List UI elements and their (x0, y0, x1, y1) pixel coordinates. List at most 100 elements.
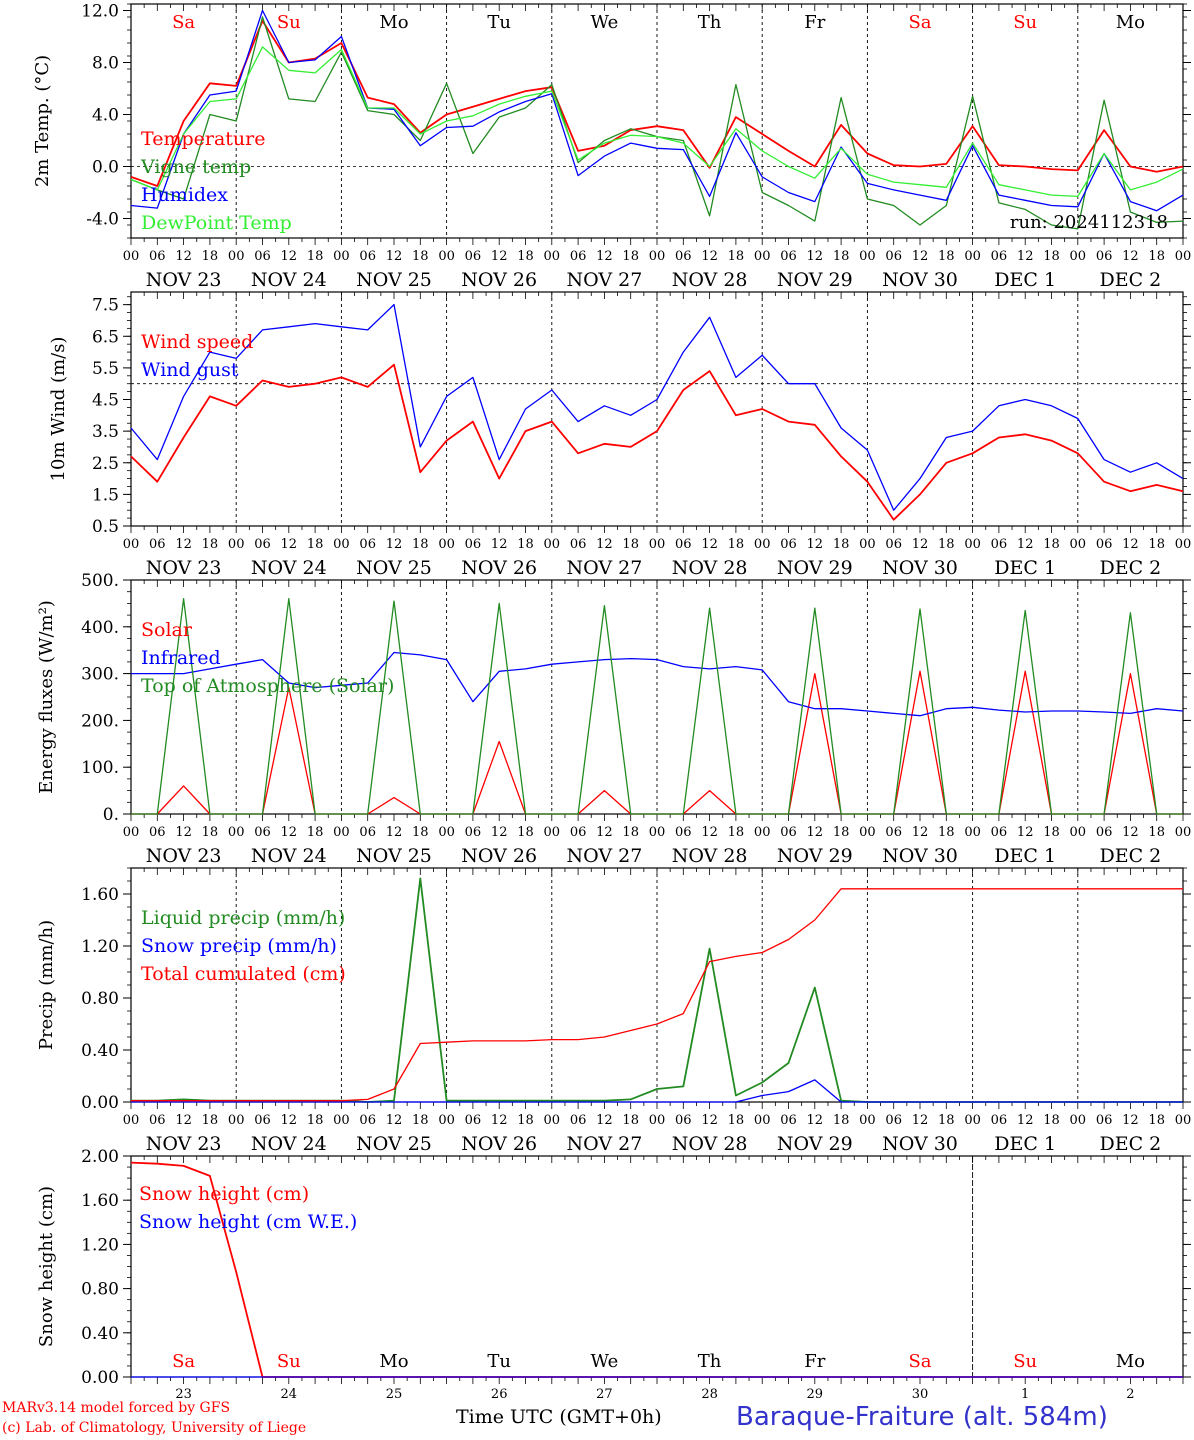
y-axis-label: Precip (mm/h) (36, 920, 57, 1050)
series-line-snow-precip-mm-h- (131, 1079, 1183, 1103)
date-label: NOV 27 (566, 845, 642, 867)
series-line-total-cumulated-cm- (131, 888, 1183, 1102)
day-number-label: 28 (701, 1387, 718, 1402)
y-axis-label: 10m Wind (m/s) (48, 337, 69, 482)
hour-tick-label: 18 (1043, 1113, 1060, 1128)
hour-tick-label: 00 (333, 1113, 350, 1128)
hour-tick-label: 00 (438, 1113, 455, 1128)
run-annotation: run: 2024112318 (1010, 212, 1168, 233)
date-label: NOV 24 (251, 269, 327, 291)
hour-tick-label: 06 (675, 249, 692, 264)
y-tick-label: 500. (81, 571, 119, 591)
hour-tick-label: 12 (281, 537, 298, 552)
hour-tick-label: 06 (780, 249, 797, 264)
date-label: NOV 23 (146, 845, 222, 867)
hour-tick-label: 06 (991, 537, 1008, 552)
hour-tick-label: 06 (465, 249, 482, 264)
hour-tick-label: 12 (596, 825, 613, 840)
date-label: NOV 28 (672, 1133, 748, 1155)
date-label: NOV 30 (882, 845, 958, 867)
legend-entry: Snow precip (mm/h) (141, 935, 337, 957)
hour-tick-label: 18 (202, 825, 219, 840)
y-tick-label: 1.60 (81, 1191, 119, 1211)
y-tick-label: 12.0 (81, 2, 119, 22)
day-abbr-label: Su (1013, 12, 1037, 33)
hour-tick-label: 12 (386, 249, 403, 264)
hour-tick-label: 18 (1148, 249, 1165, 264)
hour-tick-label: 18 (622, 1113, 639, 1128)
legend-entry: DewPoint Temp (141, 212, 292, 234)
date-label: NOV 28 (672, 269, 748, 291)
hour-tick-label: 12 (1017, 249, 1034, 264)
hour-tick-label: 18 (202, 537, 219, 552)
day-abbr-label: Su (277, 12, 301, 33)
hour-tick-label: 06 (570, 1113, 587, 1128)
y-tick-label: 0.40 (81, 1041, 119, 1061)
hour-tick-label: 18 (622, 537, 639, 552)
hour-tick-label: 12 (175, 249, 192, 264)
hour-tick-label: 18 (833, 249, 850, 264)
hour-tick-label: 06 (149, 825, 166, 840)
hour-tick-label: 12 (281, 1113, 298, 1128)
footer-copyright-line: (c) Lab. of Climatology, University of L… (2, 1420, 307, 1436)
y-tick-label: 1.20 (81, 937, 119, 957)
hour-tick-label: 06 (885, 537, 902, 552)
day-number-label: 30 (912, 1387, 929, 1402)
hour-tick-label: 06 (570, 537, 587, 552)
y-tick-label: 7.5 (92, 296, 119, 316)
hour-tick-label: 00 (1175, 825, 1192, 840)
date-label: NOV 29 (777, 845, 853, 867)
hour-tick-label: 12 (807, 1113, 824, 1128)
day-abbr-label: Th (698, 1351, 722, 1372)
date-label: NOV 27 (566, 1133, 642, 1155)
date-label: NOV 27 (566, 269, 642, 291)
hour-tick-label: 00 (1070, 537, 1087, 552)
hour-tick-label: 00 (859, 1113, 876, 1128)
hour-tick-label: 06 (465, 1113, 482, 1128)
hour-tick-label: 18 (412, 537, 429, 552)
date-label: NOV 28 (672, 557, 748, 579)
date-label: NOV 26 (461, 845, 537, 867)
y-axis-label: 2m Temp. (°C) (32, 55, 53, 187)
series-line-dewpoint-temp (130, 46, 1184, 198)
hour-tick-label: 18 (728, 537, 745, 552)
hour-tick-label: 18 (622, 249, 639, 264)
hour-tick-label: 06 (465, 825, 482, 840)
hour-tick-label: 00 (649, 1113, 666, 1128)
hour-tick-label: 12 (1017, 1113, 1034, 1128)
hour-tick-label: 18 (938, 537, 955, 552)
date-label: NOV 30 (882, 269, 958, 291)
hour-tick-label: 18 (307, 537, 324, 552)
date-label: NOV 30 (882, 1133, 958, 1155)
hour-tick-label: 06 (1096, 249, 1113, 264)
hour-tick-label: 06 (675, 1113, 692, 1128)
y-tick-label: 1.20 (81, 1235, 119, 1255)
y-tick-label: 0. (103, 805, 119, 825)
hour-tick-label: 18 (728, 825, 745, 840)
date-label: DEC 1 (994, 845, 1056, 867)
hour-tick-label: 18 (412, 1113, 429, 1128)
hour-tick-label: 12 (281, 249, 298, 264)
hour-tick-label: 12 (1122, 825, 1139, 840)
hour-tick-label: 06 (991, 249, 1008, 264)
hour-tick-label: 00 (649, 825, 666, 840)
y-tick-label: 8.0 (92, 54, 119, 74)
hour-tick-label: 18 (517, 249, 534, 264)
hour-tick-label: 18 (728, 1113, 745, 1128)
hour-tick-label: 06 (149, 537, 166, 552)
date-label: NOV 29 (777, 269, 853, 291)
y-tick-label: 0.5 (92, 517, 119, 537)
hour-tick-label: 06 (1096, 825, 1113, 840)
date-label: NOV 25 (356, 557, 432, 579)
date-label: NOV 28 (672, 845, 748, 867)
day-abbr-label: Fr (804, 12, 825, 33)
hour-tick-label: 12 (386, 1113, 403, 1128)
hour-tick-label: 12 (807, 249, 824, 264)
hour-tick-label: 12 (912, 825, 929, 840)
hour-tick-label: 12 (807, 825, 824, 840)
hour-tick-label: 06 (149, 249, 166, 264)
hour-tick-label: 18 (517, 1113, 534, 1128)
y-tick-label: -4.0 (86, 210, 119, 230)
hour-tick-label: 12 (175, 825, 192, 840)
series-line-temperature (130, 19, 1184, 187)
